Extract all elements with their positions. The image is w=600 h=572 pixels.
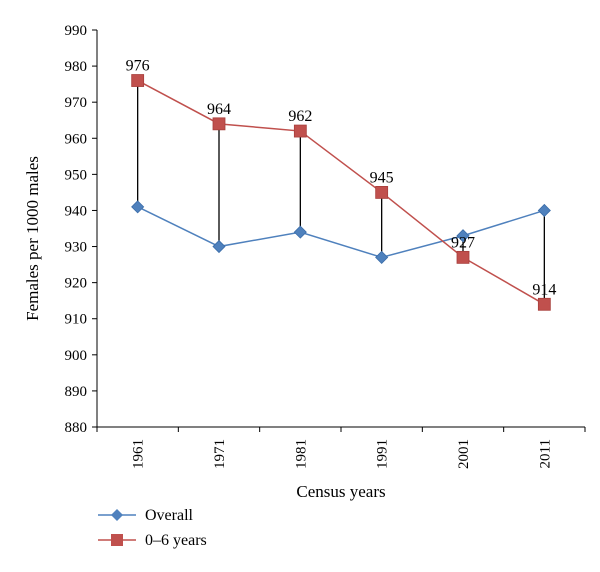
x-tick-label: 1991 [375,439,391,469]
y-tick-label: 980 [65,59,88,75]
y-tick-label: 990 [65,23,88,39]
y-tick-label: 900 [65,348,88,364]
data-point-0-6-years [375,186,389,199]
legend-marker-overall [111,509,123,521]
data-point-overall [212,239,226,254]
legend-label: 0–6 years [145,532,207,549]
x-tick-label: 1971 [212,439,228,469]
x-tick-label: 1961 [131,439,147,469]
y-tick-label: 960 [65,131,88,147]
data-point-overall [131,200,145,214]
data-label: 945 [370,169,394,186]
data-label: 962 [288,108,312,125]
y-axis-title: Females per 1000 males [23,156,42,321]
y-tick-label: 950 [65,167,88,183]
data-point-0-6-years [293,124,307,138]
data-point-overall [537,203,551,218]
y-tick-label: 880 [65,420,88,436]
x-tick-label: 2011 [537,439,553,468]
data-point-0-6-years [456,250,470,264]
y-tick-label: 890 [65,384,88,400]
data-label: 927 [451,234,475,251]
legend-marker-0-6-years [111,534,123,546]
data-point-overall [456,229,470,243]
data-point-overall [293,225,307,239]
series-line-overall [137,206,545,259]
data-label: 964 [207,101,231,118]
x-tick-label: 1981 [293,439,309,469]
y-tick-label: 910 [65,312,88,328]
y-tick-label: 940 [65,203,88,219]
x-axis-title: Census years [296,482,385,501]
y-tick-label: 920 [65,276,88,292]
y-tick-label: 930 [65,240,88,256]
y-tick-label: 970 [65,95,88,111]
data-point-0-6-years [131,74,145,87]
series-line-0-6-years [137,79,545,305]
data-point-overall [375,250,389,264]
x-tick-label: 2001 [456,439,472,469]
data-point-0-6-years [537,297,551,311]
data-point-0-6-years [212,117,226,131]
data-label: 914 [532,281,556,298]
data-label: 976 [126,58,150,75]
legend-label: Overall [145,507,194,524]
